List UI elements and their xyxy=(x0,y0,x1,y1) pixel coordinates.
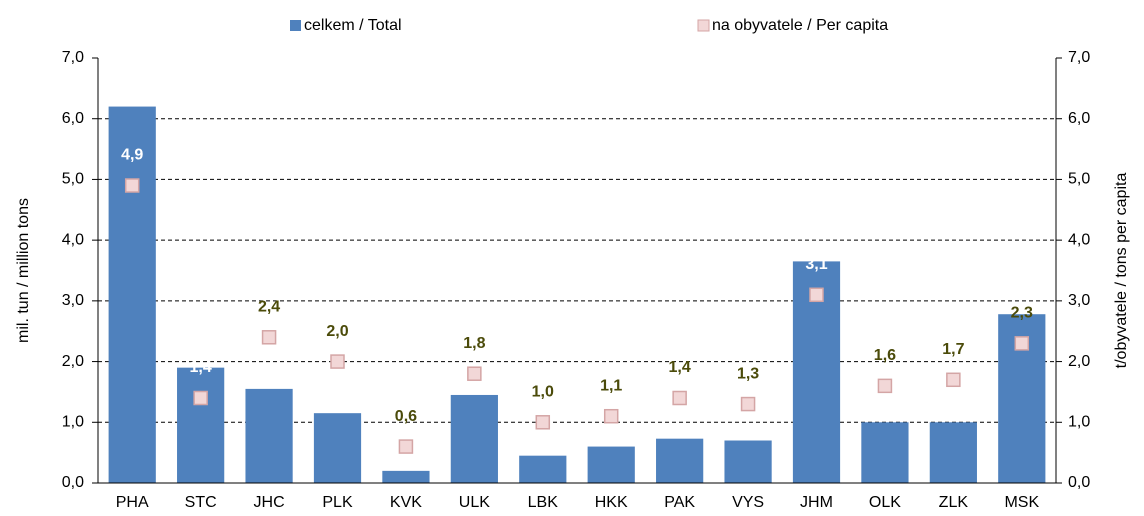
y-tick-label: 5,0 xyxy=(62,171,84,188)
y2-tick-label: 4,0 xyxy=(1068,231,1090,248)
marker xyxy=(261,330,277,345)
marker xyxy=(124,178,140,193)
data-label: 1,4 xyxy=(669,359,691,376)
y-tick-label: 7,0 xyxy=(62,49,84,66)
y-tick-label: 3,0 xyxy=(62,292,84,309)
x-tick-label: JHM xyxy=(800,494,833,511)
data-label: 2,3 xyxy=(1011,305,1033,322)
marker xyxy=(877,378,893,394)
y2-tick-label: 1,0 xyxy=(1068,414,1090,431)
bar xyxy=(929,422,977,483)
x-tick-label: LBK xyxy=(528,494,559,511)
bar xyxy=(724,440,772,483)
x-tick-label: HKK xyxy=(595,494,628,511)
data-label: 1,3 xyxy=(737,365,759,382)
y2-tick-label: 5,0 xyxy=(1068,171,1090,188)
data-label: 1,8 xyxy=(463,335,485,352)
marker xyxy=(467,366,482,381)
x-tick-label: OLK xyxy=(869,494,901,511)
x-tick-label: PHA xyxy=(116,494,149,511)
y2-tick-label: 6,0 xyxy=(1068,110,1090,127)
x-tick-label: JHC xyxy=(254,494,285,511)
marker xyxy=(398,439,414,454)
marker xyxy=(193,390,208,406)
y-tick-label: 0,0 xyxy=(62,474,84,491)
x-tick-label: VYS xyxy=(732,494,764,511)
bar xyxy=(450,394,498,483)
data-label: 4,9 xyxy=(121,147,143,164)
y2-tick-label: 2,0 xyxy=(1068,353,1090,370)
x-tick-label: PLK xyxy=(322,494,353,511)
data-label: 1,4 xyxy=(190,359,212,376)
x-tick-label: STC xyxy=(185,494,217,511)
bar xyxy=(861,422,909,483)
y-tick-label: 6,0 xyxy=(62,110,84,127)
data-label: 3,1 xyxy=(805,256,827,273)
bar xyxy=(382,470,430,483)
bar xyxy=(245,388,293,483)
legend-swatch xyxy=(290,20,301,31)
x-tick-label: ZLK xyxy=(939,494,969,511)
y-tick-label: 1,0 xyxy=(62,414,84,431)
data-label: 0,6 xyxy=(395,408,417,425)
bar xyxy=(656,438,704,483)
data-label: 2,4 xyxy=(258,299,280,316)
x-tick-label: PAK xyxy=(664,494,695,511)
bar xyxy=(177,367,225,483)
marker xyxy=(1014,336,1030,351)
data-label: 1,1 xyxy=(600,377,622,394)
marker xyxy=(740,396,756,412)
marker xyxy=(809,287,824,303)
bar xyxy=(313,413,362,483)
legend-label: na obyvatele / Per capita xyxy=(712,17,888,34)
marker xyxy=(330,354,345,369)
y2-tick-label: 7,0 xyxy=(1068,49,1090,66)
x-tick-label: KVK xyxy=(390,494,422,511)
legend-swatch xyxy=(697,19,710,32)
y-axis-label: mil. tun / million tons xyxy=(15,198,32,343)
marker xyxy=(535,415,551,430)
y2-tick-label: 3,0 xyxy=(1068,292,1090,309)
data-label: 2,0 xyxy=(326,323,348,340)
data-label: 1,0 xyxy=(532,384,554,401)
legend-label: celkem / Total xyxy=(304,17,402,34)
marker xyxy=(672,390,687,406)
bar xyxy=(587,446,635,483)
marker xyxy=(603,408,619,424)
data-label: 1,7 xyxy=(942,341,964,358)
x-tick-label: MSK xyxy=(1004,494,1039,511)
y-tick-label: 2,0 xyxy=(62,353,84,370)
y-tick-label: 4,0 xyxy=(62,231,84,248)
data-label: 1,6 xyxy=(874,347,896,364)
y2-tick-label: 0,0 xyxy=(1068,474,1090,491)
bar xyxy=(108,106,156,484)
marker xyxy=(946,372,961,388)
y2-axis-label: t/obyvatele / tons per capita xyxy=(1113,173,1130,369)
bar xyxy=(519,455,567,483)
x-tick-label: ULK xyxy=(459,494,490,511)
